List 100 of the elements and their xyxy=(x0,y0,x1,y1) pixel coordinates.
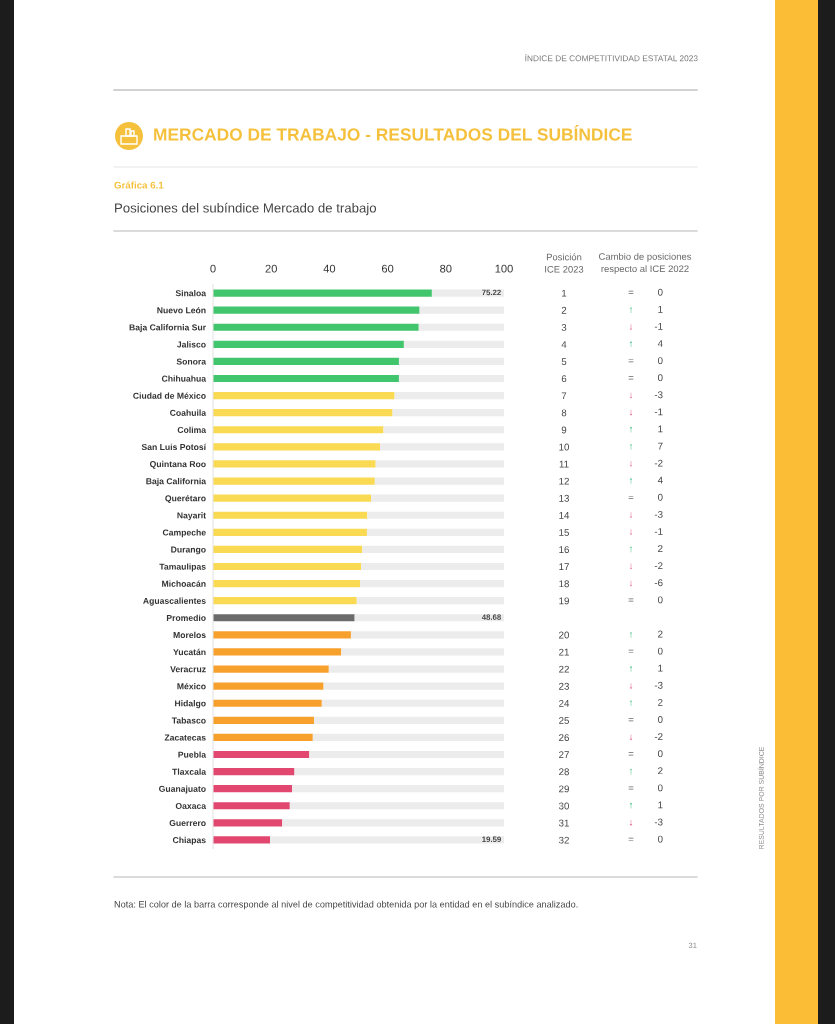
y-tick-label: Sinaloa xyxy=(175,289,207,297)
data-label: 2 xyxy=(658,767,663,775)
bar xyxy=(213,648,342,656)
bar xyxy=(213,340,404,348)
y-tick-label: Nayarit xyxy=(177,512,206,521)
chart-subtitle: Posiciones del subíndice Mercado de trabajo xyxy=(115,202,377,216)
category-label: ↓ xyxy=(629,512,633,519)
bar xyxy=(213,580,361,588)
y2-tick-label: 21 xyxy=(559,648,569,656)
bar xyxy=(394,392,504,400)
data-label: 0 xyxy=(657,647,663,655)
data-label: -3 xyxy=(654,681,663,689)
category-label: = xyxy=(628,752,634,756)
data-label: -6 xyxy=(654,579,663,587)
data-label: 0 xyxy=(657,716,663,723)
category-label: ↑ xyxy=(629,631,633,638)
category-label: ↑ xyxy=(629,307,633,313)
y-tick-label: Guanajuato xyxy=(159,785,206,794)
y2-tick-label: 6 xyxy=(561,375,567,383)
category-label: ↓ xyxy=(629,819,633,826)
data-label: 0 xyxy=(657,596,663,604)
bar xyxy=(213,768,295,776)
text: Nota: El color de la barra corresponde al nivel de competitividad obtenida por la entidad en el subíndice analizado. xyxy=(114,900,578,910)
y2-tick-label: 12 xyxy=(559,477,569,485)
category-label: = xyxy=(628,598,634,602)
y2-tick-label: 4 xyxy=(561,341,567,348)
bar xyxy=(282,819,504,827)
category-label: ↑ xyxy=(629,768,633,775)
category-label: = xyxy=(628,649,634,653)
bar xyxy=(213,545,363,553)
y2-tick-label: 29 xyxy=(559,785,569,793)
data-label: -2 xyxy=(654,733,663,740)
data-label: 1 xyxy=(658,305,663,313)
bar xyxy=(213,357,399,365)
category-label: ↑ xyxy=(629,546,633,553)
bar xyxy=(289,802,504,810)
category-label: = xyxy=(628,359,634,363)
y2-tick-label: 8 xyxy=(561,409,567,417)
y-tick-label: Baja California Sur xyxy=(129,324,206,333)
y2-tick-label: 24 xyxy=(559,699,570,707)
category-label: = xyxy=(628,837,634,841)
category-label: ↓ xyxy=(629,392,633,399)
bar xyxy=(213,460,376,468)
category-label: ↑ xyxy=(629,666,633,672)
bar xyxy=(213,528,367,536)
bar xyxy=(360,580,504,588)
y-tick-label: Promedio xyxy=(166,614,206,621)
bar xyxy=(398,357,504,365)
y2-tick-label: 15 xyxy=(559,529,569,536)
data-label: -3 xyxy=(654,510,663,518)
y-tick-label: Tabasco xyxy=(171,717,206,724)
y-tick-label: Chihuahua xyxy=(161,375,207,382)
data-label: 4 xyxy=(657,340,663,347)
y-tick-label: Puebla xyxy=(178,751,207,758)
bar xyxy=(213,494,372,502)
data-label: 0 xyxy=(657,750,663,758)
category-label: ↓ xyxy=(629,580,633,587)
data-label: 1 xyxy=(658,425,663,433)
data-label: 2 xyxy=(658,545,663,552)
data-label: 2 xyxy=(658,630,663,638)
bar xyxy=(213,614,355,622)
y2-tick-label: 31 xyxy=(558,819,569,827)
bar xyxy=(213,802,290,810)
data-label: 0 xyxy=(657,835,663,843)
bar xyxy=(213,289,432,297)
chart-title: MERCADO DE TRABAJO - RESULTADOS DEL SUBÍNDICE xyxy=(154,125,632,141)
y2-tick-label: 3 xyxy=(561,323,567,331)
bar xyxy=(418,323,504,331)
x-tick-label: 80 xyxy=(440,264,452,273)
bar xyxy=(403,340,504,348)
y2-tick-label: 2 xyxy=(561,306,567,314)
x-tick-label: 0 xyxy=(210,264,216,273)
y2-tick-label: 27 xyxy=(559,751,569,759)
category-label: ↓ xyxy=(629,734,633,741)
y2-tick-label: 30 xyxy=(558,802,570,810)
bar xyxy=(383,426,504,434)
y-tick-label: Yucatán xyxy=(173,648,206,656)
bar xyxy=(392,409,504,417)
category-label: = xyxy=(628,290,634,294)
y-tick-label: Coahuila xyxy=(170,409,207,416)
category-label: ↑ xyxy=(629,700,633,707)
y2-tick-label: 10 xyxy=(559,443,570,451)
y-tick-label: Morelos xyxy=(173,631,206,639)
data-label: -1 xyxy=(654,528,663,535)
category-label: ↑ xyxy=(629,802,633,809)
bar xyxy=(213,819,283,827)
data-label: 0 xyxy=(657,357,663,365)
category-label: = xyxy=(628,718,634,722)
category-label: ↓ xyxy=(629,683,633,689)
category-label: ↑ xyxy=(629,426,633,433)
bar xyxy=(309,750,504,759)
bar xyxy=(431,289,504,297)
y-tick-label: Quintana Roo xyxy=(149,460,206,469)
bar xyxy=(292,785,504,793)
data-label: -1 xyxy=(654,408,663,416)
bar xyxy=(213,409,393,417)
y-tick-label: Veracruz xyxy=(170,666,206,673)
bar xyxy=(356,597,504,605)
y2-tick-label: 26 xyxy=(559,734,569,742)
y2-tick-label: 18 xyxy=(559,580,569,588)
